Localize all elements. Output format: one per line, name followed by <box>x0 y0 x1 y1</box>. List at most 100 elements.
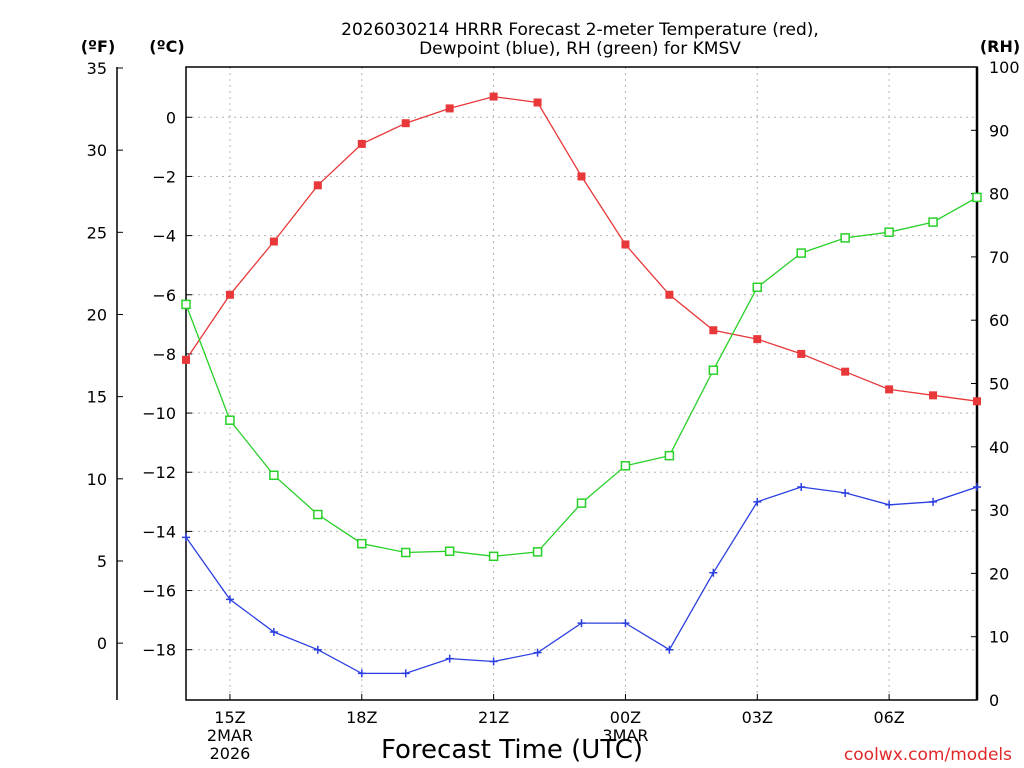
dewpoint-point <box>445 654 454 663</box>
celsius-tick-label: −8 <box>152 345 176 364</box>
rh-tick-label: 50 <box>989 375 1009 394</box>
dewpoint-point <box>269 627 278 636</box>
rh-point <box>928 217 938 227</box>
celsius-tick-label: −16 <box>142 582 176 601</box>
temperature-point <box>841 367 850 376</box>
rh-point <box>576 498 587 508</box>
rh-tick-label: 10 <box>989 628 1009 647</box>
dewpoint-point <box>533 648 542 657</box>
rh-tick-label: 20 <box>989 564 1009 583</box>
x-tick-label: 18Z <box>346 708 377 727</box>
celsius-tick-label: 0 <box>166 108 176 127</box>
credit-text: coolwx.com/models <box>844 745 1012 765</box>
dewpoint-point <box>621 619 630 628</box>
rh-point <box>444 546 455 556</box>
dewpoint-point <box>709 568 718 577</box>
x-tick-date-label: 3MAR <box>602 726 648 745</box>
x-tick-label: 21Z <box>478 708 509 727</box>
temperature-point <box>533 98 542 107</box>
fahrenheit-tick-label: 15 <box>87 388 107 407</box>
rh-point <box>664 450 675 461</box>
rh-point <box>181 299 191 310</box>
series-dewpoint <box>182 483 981 678</box>
x-tick-label: 06Z <box>873 708 904 727</box>
temperature-point <box>973 397 981 406</box>
rh-point <box>269 470 279 481</box>
rh-point <box>357 538 367 549</box>
temperature-point <box>577 172 586 181</box>
temperature-point <box>182 355 190 364</box>
fahrenheit-tick-label: 10 <box>87 470 107 489</box>
dewpoint-point <box>313 645 322 654</box>
rh-point <box>972 192 982 203</box>
x-tick-year-label: 2026 <box>210 744 251 763</box>
rh-tick-label: 40 <box>989 438 1009 457</box>
rh-tick-label: 80 <box>989 185 1009 204</box>
x-tick-label: 15Z <box>214 708 245 727</box>
temperature-point <box>797 349 806 358</box>
temperature-line <box>185 95 978 402</box>
rh-tick-label: 90 <box>989 121 1009 140</box>
dewpoint-point <box>357 669 366 678</box>
temperature-point <box>753 335 762 344</box>
dewpoint-point <box>929 497 938 506</box>
temperature-point <box>445 104 454 113</box>
dewpoint-point <box>753 497 762 506</box>
rh-point <box>400 547 411 558</box>
rh-point <box>884 227 894 237</box>
fahrenheit-tick-label: 35 <box>87 59 107 78</box>
dewpoint-point <box>973 483 981 492</box>
dewpoint-point <box>665 645 674 654</box>
temperature-point <box>225 290 234 299</box>
rh-tick-label: 100 <box>989 58 1020 77</box>
temperature-point <box>621 240 630 249</box>
dewpoint-line <box>185 486 978 675</box>
fahrenheit-tick-label: 30 <box>87 141 107 160</box>
celsius-tick-label: −14 <box>142 522 176 541</box>
x-tick-label: 03Z <box>742 708 773 727</box>
axes: 353025201510500−2−4−6−8−10−12−14−16−1801… <box>87 58 1020 763</box>
fahrenheit-unit-label: (ºF) <box>81 37 116 56</box>
plot-frame <box>185 66 978 701</box>
x-axis-label: Forecast Time (UTC) <box>381 735 643 765</box>
rh-tick-label: 0 <box>989 691 999 710</box>
dewpoint-point <box>182 533 190 542</box>
rh-point <box>620 461 631 471</box>
series-layer <box>181 92 982 678</box>
chart-title: 2026030214 HRRR Forecast 2-meter Tempera… <box>341 20 819 40</box>
dewpoint-point <box>841 488 850 497</box>
temperature-point <box>357 139 366 148</box>
temperature-point <box>709 326 718 335</box>
celsius-tick-label: −4 <box>152 227 176 246</box>
rh-unit-label: (RH) <box>980 37 1020 56</box>
dewpoint-point <box>797 483 806 492</box>
rh-point <box>225 415 235 425</box>
celsius-tick-label: −12 <box>142 463 176 482</box>
rh-point <box>708 365 719 375</box>
temperature-point <box>885 385 894 394</box>
dewpoint-point <box>401 669 410 678</box>
temperature-point <box>489 92 498 101</box>
temperature-point <box>929 391 938 400</box>
celsius-tick-label: −2 <box>152 167 176 186</box>
x-tick-label: 00Z <box>610 708 641 727</box>
celsius-tick-label: −10 <box>142 404 176 423</box>
temperature-point <box>313 181 322 190</box>
rh-point <box>488 551 499 562</box>
fahrenheit-tick-label: 20 <box>87 305 107 324</box>
celsius-tick-label: −18 <box>142 641 176 660</box>
dewpoint-point <box>489 657 498 666</box>
celsius-unit-label: (ºC) <box>149 37 184 56</box>
temperature-point <box>269 237 278 246</box>
rh-point <box>532 547 543 557</box>
fahrenheit-tick-label: 0 <box>97 634 107 653</box>
x-tick-date-label: 2MAR <box>207 726 253 745</box>
rh-tick-label: 70 <box>989 248 1009 267</box>
fahrenheit-tick-label: 5 <box>97 552 107 571</box>
rh-point <box>840 233 850 243</box>
celsius-tick-label: −6 <box>152 286 176 305</box>
dewpoint-point <box>225 595 234 604</box>
rh-point <box>313 509 323 520</box>
series-rh <box>181 192 982 562</box>
grid-lines <box>186 67 977 700</box>
